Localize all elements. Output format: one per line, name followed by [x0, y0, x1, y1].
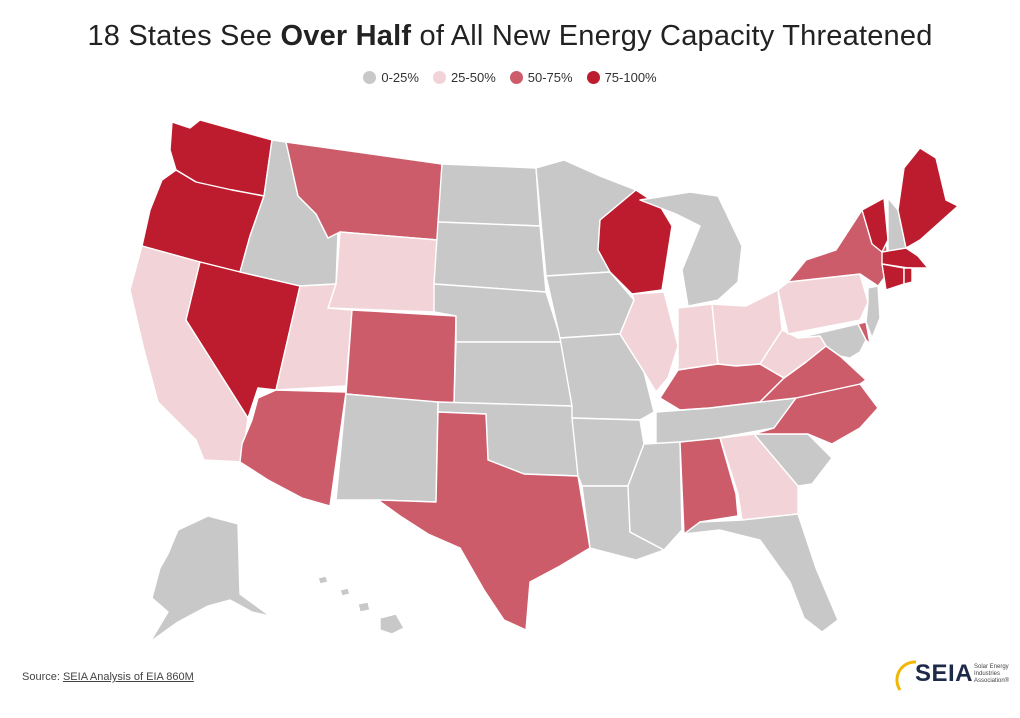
source-prefix: Source: [22, 671, 63, 683]
legend-swatch [509, 71, 523, 84]
legend-swatch [586, 71, 600, 84]
logo-tagline: Solar Energy Industries Association® [974, 664, 1010, 684]
state-tx[interactable] [377, 411, 591, 631]
legend-label: 0-25% [381, 70, 419, 85]
state-de[interactable] [857, 321, 871, 345]
title-emphasis: Over Half [280, 20, 412, 52]
sun-arc-icon [895, 660, 917, 691]
state-vt[interactable] [861, 197, 889, 253]
legend-swatch [363, 71, 377, 84]
map-title: 18 States See Over Half of All New Energ… [0, 20, 1020, 53]
state-ct[interactable] [881, 263, 905, 291]
state-nm[interactable] [335, 393, 439, 503]
source-note: Source: SEIA Analysis of EIA 860M [22, 671, 194, 683]
legend-label: 75-100% [604, 70, 657, 85]
state-wy[interactable] [327, 231, 439, 313]
state-ks[interactable] [453, 341, 573, 407]
legend-label: 25-50% [450, 70, 496, 85]
seia-logo: SEIA Solar Energy Industries Association… [890, 656, 1009, 696]
states-layer [129, 119, 959, 643]
state-hi[interactable] [379, 613, 405, 635]
title-prefix: 18 States See [87, 20, 281, 52]
legend-item-0: 0-25% [363, 70, 419, 85]
state-hi-group [317, 575, 405, 635]
state-ak[interactable] [149, 515, 271, 643]
state-in[interactable] [677, 303, 719, 371]
state-fl[interactable] [683, 513, 839, 633]
legend-label: 50-75% [527, 70, 573, 85]
state-me[interactable] [897, 147, 959, 249]
state-wi[interactable] [597, 189, 673, 295]
state-nd[interactable] [437, 163, 541, 227]
legend-item-3: 75-100% [586, 70, 657, 85]
legend-swatch [432, 71, 446, 84]
state-ri[interactable] [903, 267, 913, 285]
logo-name: SEIA [915, 660, 974, 687]
state-hi-island[interactable] [357, 601, 371, 613]
state-hi-island[interactable] [339, 587, 351, 597]
state-az[interactable] [239, 389, 347, 507]
state-mi[interactable] [639, 191, 743, 307]
legend-item-1: 25-50% [432, 70, 496, 85]
state-co[interactable] [345, 309, 457, 405]
source-link[interactable]: SEIA Analysis of EIA 860M [62, 671, 194, 683]
title-suffix: of All New Energy Capacity Threatened [411, 20, 933, 52]
state-sd[interactable] [433, 221, 547, 293]
legend-item-2: 50-75% [509, 70, 573, 85]
state-il[interactable] [619, 291, 679, 393]
state-hi-island[interactable] [317, 575, 329, 585]
legend: 0-25% 25-50% 50-75% 75-100% [0, 70, 1020, 85]
